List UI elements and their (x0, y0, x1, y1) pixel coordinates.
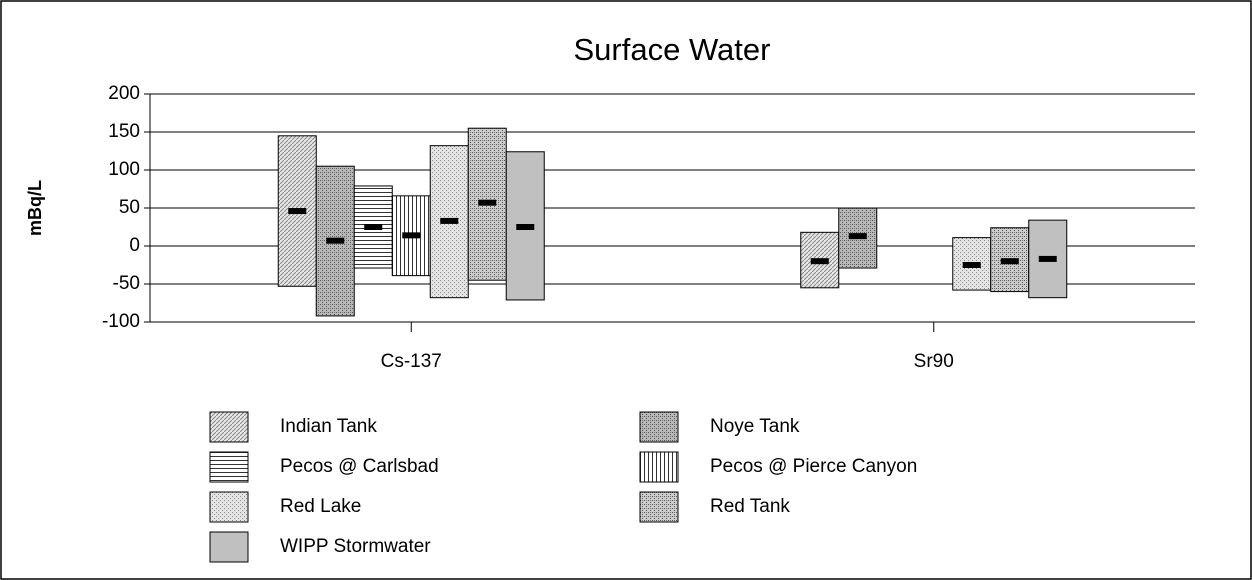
mean-marker (1038, 255, 1057, 262)
legend-swatch (639, 451, 679, 483)
legend-swatch (209, 531, 249, 563)
legend-swatch (209, 451, 249, 483)
mean-marker (478, 199, 497, 206)
y-tick-label: 50 (119, 197, 140, 218)
legend-label: Red Tank (710, 496, 790, 517)
x-tick-label: Cs-137 (381, 351, 442, 372)
y-tick-label: -50 (113, 273, 140, 294)
legend-label: WIPP Stormwater (280, 536, 431, 557)
y-axis-label: mBq/L (25, 180, 45, 236)
legend-swatch (639, 411, 679, 443)
legend-label: Indian Tank (280, 416, 377, 437)
mean-marker (402, 232, 421, 239)
mean-marker (326, 237, 345, 244)
range-bar (429, 145, 469, 299)
mean-marker (364, 224, 383, 230)
legend-swatch (639, 491, 679, 523)
y-tick-label: 200 (108, 83, 140, 104)
mean-marker (848, 233, 867, 240)
x-tick-label: Sr90 (914, 351, 954, 372)
legend-label: Pecos @ Pierce Canyon (710, 456, 917, 477)
mean-marker (288, 208, 307, 215)
mean-marker (516, 224, 535, 230)
range-bar (1028, 219, 1068, 299)
mean-marker (440, 217, 459, 224)
legend-label: Pecos @ Carlsbad (280, 456, 439, 477)
y-tick-label: 100 (108, 159, 140, 180)
legend-label: Noye Tank (710, 416, 800, 437)
chart-title: Surface Water (574, 32, 771, 67)
y-tick-label: -100 (102, 311, 140, 332)
mean-marker (1000, 258, 1019, 265)
y-tick-label: 0 (129, 235, 140, 256)
legend-swatch (209, 411, 249, 443)
mean-marker (810, 258, 829, 265)
legend-swatch (209, 491, 249, 523)
mean-marker (962, 262, 981, 268)
y-tick-label: 150 (108, 121, 140, 142)
legend-label: Red Lake (280, 496, 361, 517)
